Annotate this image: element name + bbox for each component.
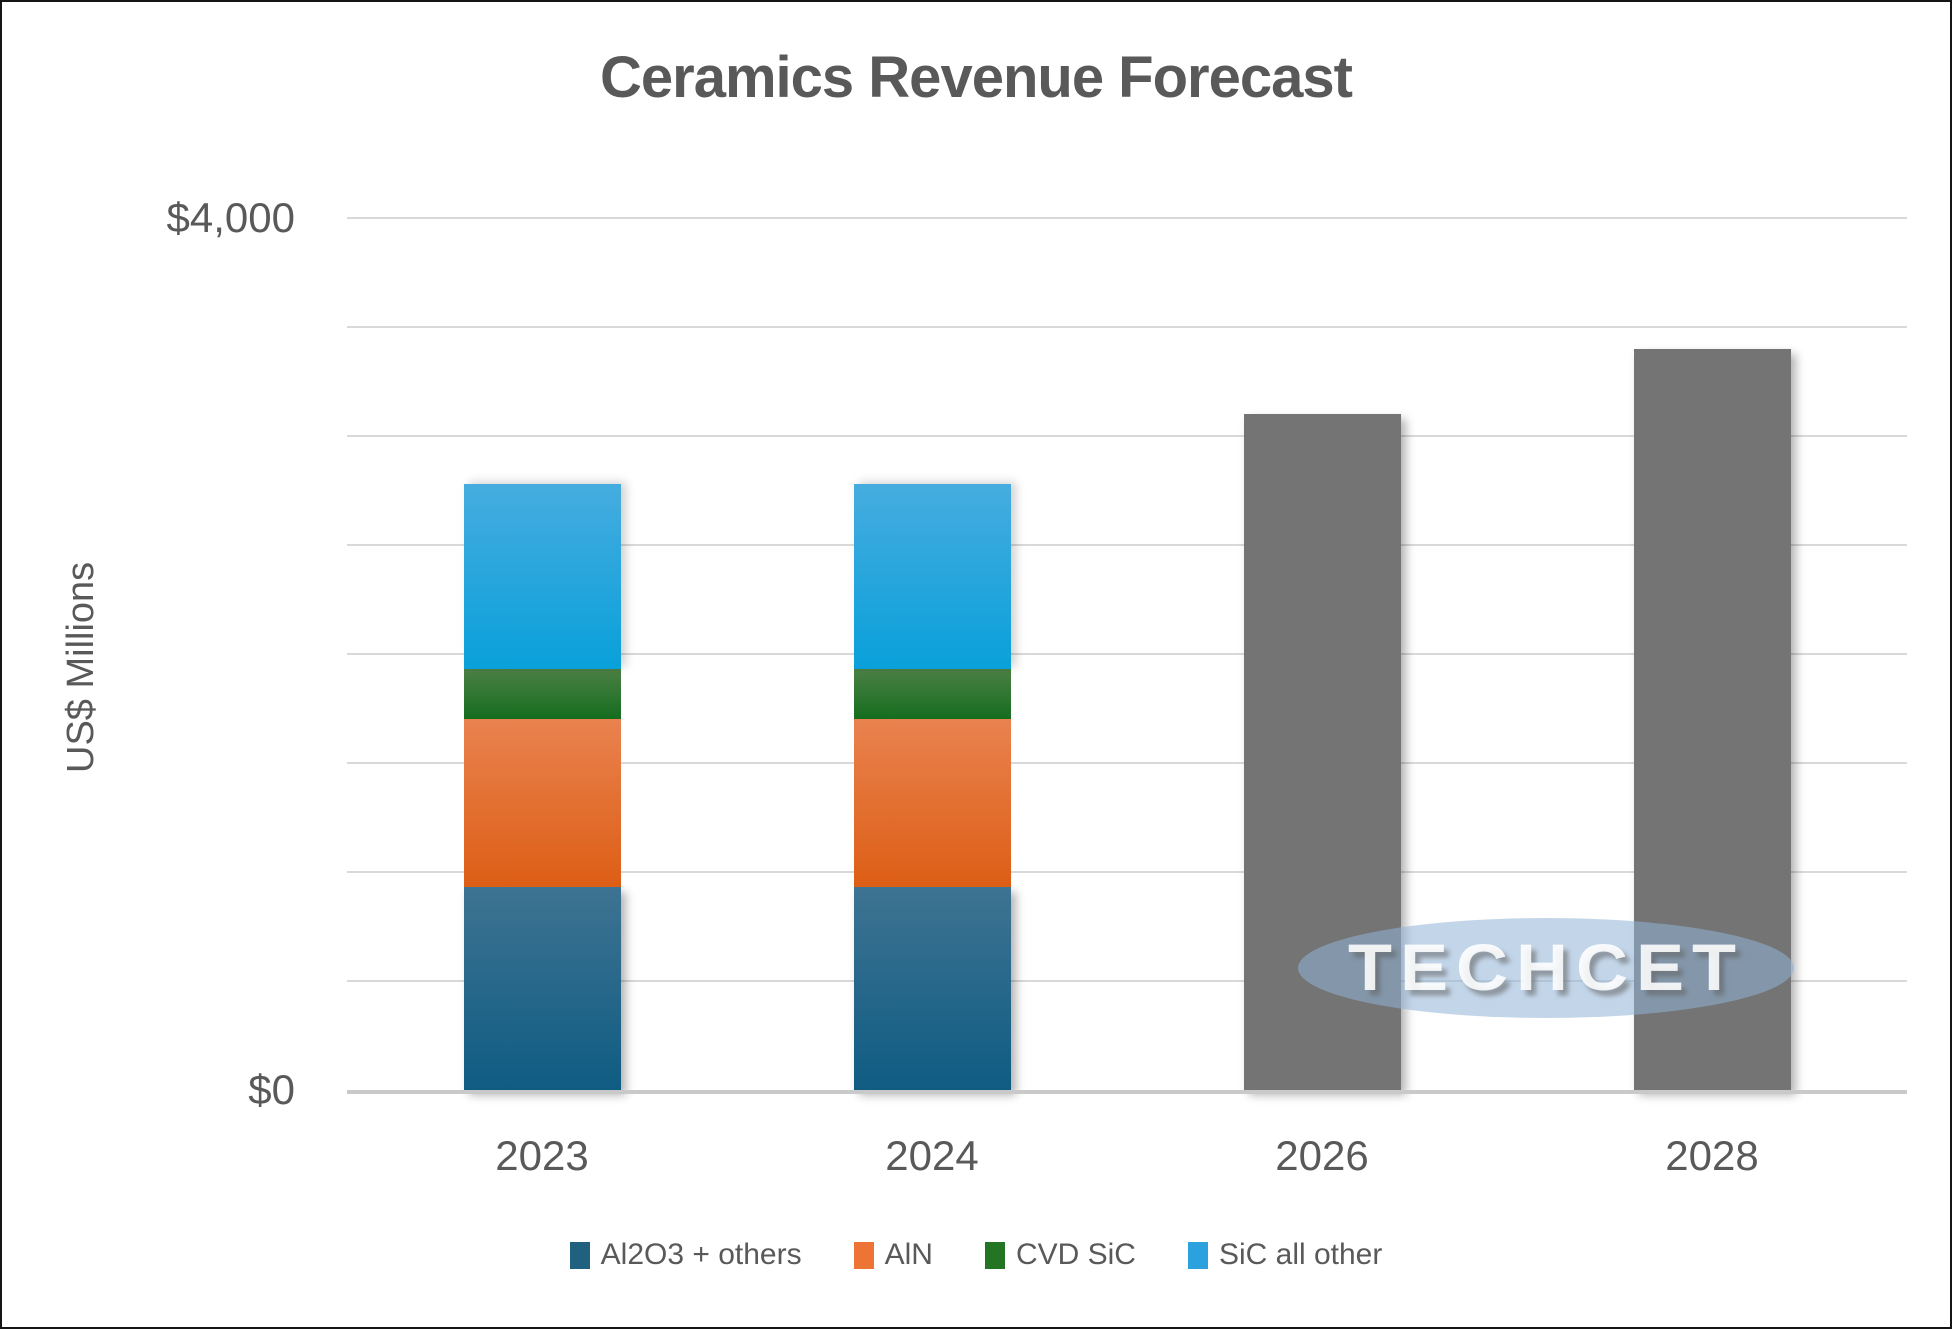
bar-segment-2023-sic-all-other (463, 484, 621, 670)
chart-title: Ceramics Revenue Forecast (600, 45, 1353, 110)
bar-segment-2023-al2o3-others (463, 887, 621, 1090)
x-tick-label-2024: 2024 (885, 1132, 979, 1179)
gridline (347, 326, 1907, 328)
techcet-watermark-text: TECHCET (1348, 931, 1744, 1005)
x-tick-label-2023: 2023 (495, 1132, 589, 1179)
legend: Al2O3 + others AlN CVD SiC SiC all other (2, 1238, 1950, 1272)
gridline (347, 871, 1907, 873)
x-tick-label-2028: 2028 (1665, 1132, 1759, 1179)
bar-segment-2023-cvd-sic (463, 669, 621, 720)
bar-segment-2024-sic-all-other (853, 484, 1011, 670)
x-tick-label-2026: 2026 (1275, 1132, 1369, 1179)
legend-item-sic-all-other: SiC all other (1187, 1238, 1383, 1272)
legend-swatch-icon (569, 1241, 590, 1269)
y-axis-title: US$ Millions (60, 561, 102, 773)
legend-label: SiC all other (1218, 1238, 1383, 1271)
y-tick-label: $4,000 (166, 194, 295, 241)
bar-segment-2024-aln (853, 719, 1011, 888)
gridline (347, 217, 1907, 219)
bar-segment-2023-aln (463, 719, 621, 888)
gridline (347, 980, 1907, 982)
gridline (347, 762, 1907, 764)
x-axis-baseline (347, 1090, 1907, 1094)
legend-item-cvd-sic: CVD SiC (984, 1238, 1136, 1272)
bar-segment-2024-cvd-sic (853, 669, 1011, 720)
legend-item-al2o3-others: Al2O3 + others (569, 1238, 802, 1272)
legend-label: Al2O3 + others (600, 1238, 802, 1271)
legend-swatch-icon (984, 1241, 1005, 1269)
legend-swatch-icon (1187, 1241, 1208, 1269)
legend-swatch-icon (853, 1241, 874, 1269)
legend-label: CVD SiC (1015, 1238, 1136, 1271)
gridline (347, 544, 1907, 546)
techcet-watermark: TECHCET (1298, 918, 1794, 1018)
bar-segment-2024-al2o3-others (853, 887, 1011, 1090)
legend-label: AlN (884, 1238, 933, 1271)
gridline (347, 653, 1907, 655)
legend-item-aln: AlN (853, 1238, 933, 1272)
gridline (347, 435, 1907, 437)
y-tick-label: $0 (248, 1066, 295, 1113)
